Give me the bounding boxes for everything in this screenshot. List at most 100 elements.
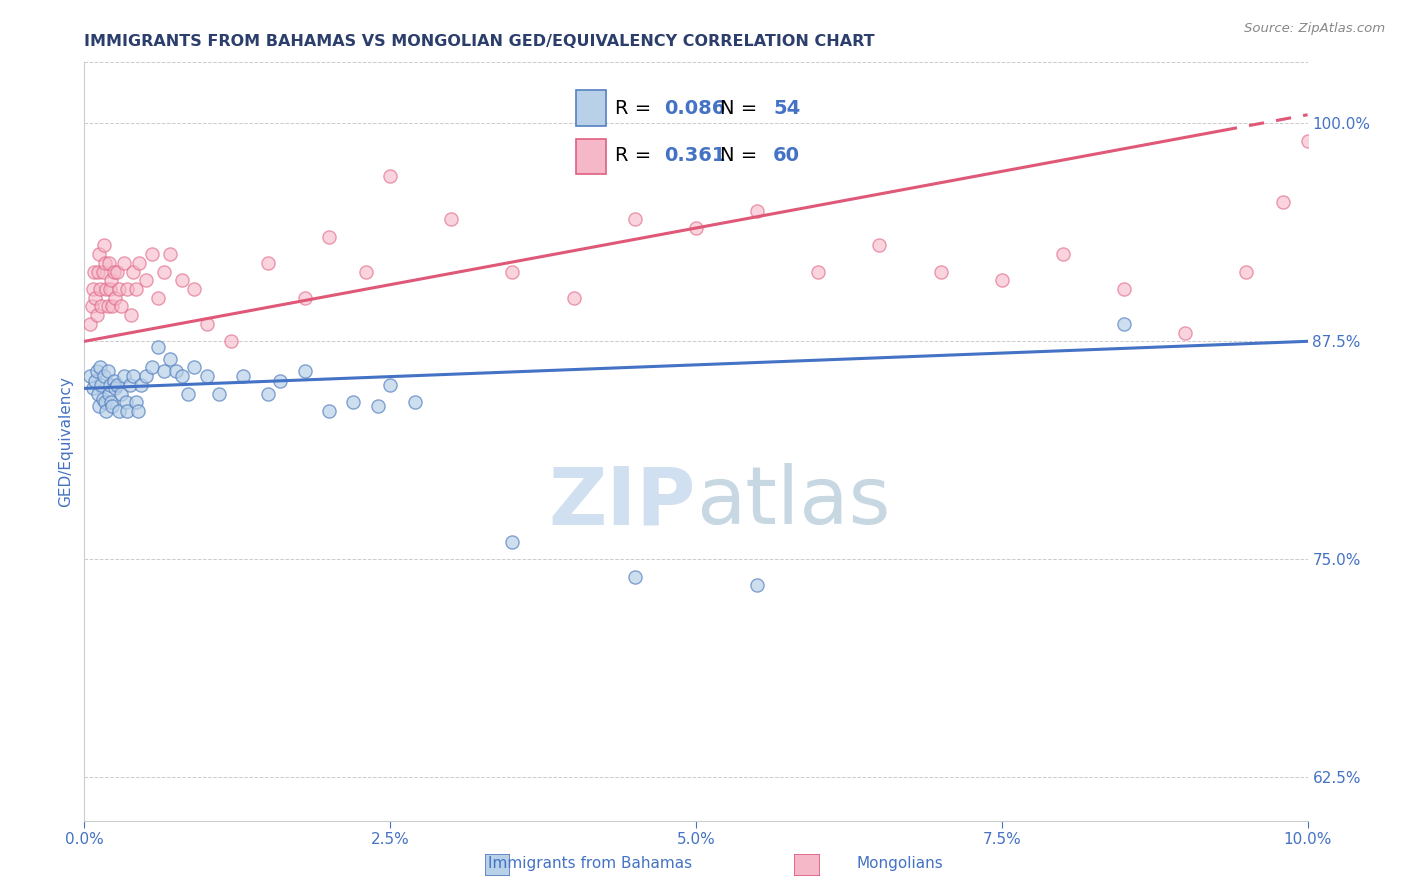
Point <box>172 369 194 384</box>
Point <box>129 377 152 392</box>
Point <box>115 404 138 418</box>
Point <box>135 273 157 287</box>
Point <box>159 351 181 366</box>
Point <box>120 308 142 322</box>
Point <box>502 534 524 549</box>
Point <box>118 377 141 392</box>
Point <box>128 256 150 270</box>
Point <box>97 386 120 401</box>
Point <box>94 395 117 409</box>
Point <box>141 360 163 375</box>
Point <box>146 340 169 354</box>
Point <box>86 364 108 378</box>
Point <box>177 386 200 401</box>
Point <box>1052 247 1074 261</box>
Point <box>89 360 111 375</box>
Point <box>153 364 176 378</box>
Point <box>195 317 218 331</box>
Point <box>380 169 402 183</box>
Point <box>112 369 135 384</box>
Point <box>79 317 101 331</box>
Point <box>869 238 891 252</box>
Point <box>146 291 169 305</box>
Point <box>89 282 111 296</box>
Point <box>83 264 105 278</box>
Point <box>122 369 145 384</box>
Point <box>84 291 107 305</box>
Point <box>93 369 115 384</box>
Point <box>257 386 280 401</box>
Point <box>195 369 218 384</box>
Point <box>1114 317 1136 331</box>
Point <box>105 377 128 392</box>
Point <box>93 238 115 252</box>
Text: ZIP: ZIP <box>548 463 696 541</box>
Point <box>562 291 585 305</box>
Point <box>104 291 127 305</box>
Point <box>110 386 132 401</box>
Point <box>318 229 340 244</box>
Point <box>294 364 316 378</box>
Point <box>90 377 112 392</box>
Point <box>104 381 127 395</box>
Point <box>101 300 124 314</box>
Point <box>98 282 121 296</box>
Point <box>86 308 108 322</box>
Point <box>685 221 707 235</box>
Point <box>101 399 124 413</box>
Point <box>747 578 769 592</box>
Point <box>1296 134 1319 148</box>
Point <box>90 300 112 314</box>
Point <box>747 203 769 218</box>
Point <box>165 364 187 378</box>
Point <box>294 291 316 305</box>
Point <box>122 264 145 278</box>
Point <box>82 381 104 395</box>
Point <box>183 282 205 296</box>
Point <box>219 334 242 349</box>
Point <box>79 369 101 384</box>
Point <box>1114 282 1136 296</box>
Point <box>100 273 122 287</box>
Point <box>1174 326 1197 340</box>
Point <box>367 399 389 413</box>
Point <box>624 569 647 583</box>
Point <box>232 369 254 384</box>
Y-axis label: GED/Equivalency: GED/Equivalency <box>58 376 73 507</box>
Point <box>97 300 120 314</box>
Point <box>153 264 176 278</box>
Point <box>94 256 117 270</box>
Point <box>172 273 194 287</box>
Point <box>342 395 364 409</box>
Point <box>929 264 952 278</box>
Point <box>380 377 402 392</box>
Point <box>96 282 118 296</box>
Point <box>97 364 120 378</box>
Point <box>1236 264 1258 278</box>
Point <box>84 375 107 389</box>
Point <box>502 264 524 278</box>
Point <box>91 264 114 278</box>
Point <box>107 282 129 296</box>
Point <box>807 264 830 278</box>
Point <box>257 256 280 270</box>
Text: Source: ZipAtlas.com: Source: ZipAtlas.com <box>1244 22 1385 36</box>
Text: atlas: atlas <box>696 463 890 541</box>
Point <box>87 386 110 401</box>
Point <box>97 256 120 270</box>
FancyBboxPatch shape <box>794 854 820 876</box>
Point <box>87 247 110 261</box>
Point <box>1272 194 1295 209</box>
Point <box>110 300 132 314</box>
Point <box>100 395 122 409</box>
Point <box>440 212 463 227</box>
Point <box>103 264 125 278</box>
Point <box>135 369 157 384</box>
Point <box>183 360 205 375</box>
Point <box>125 395 148 409</box>
Point <box>208 386 231 401</box>
Point <box>103 375 125 389</box>
Point <box>91 392 114 406</box>
Text: IMMIGRANTS FROM BAHAMAS VS MONGOLIAN GED/EQUIVALENCY CORRELATION CHART: IMMIGRANTS FROM BAHAMAS VS MONGOLIAN GED… <box>84 34 875 49</box>
Point <box>269 375 291 389</box>
